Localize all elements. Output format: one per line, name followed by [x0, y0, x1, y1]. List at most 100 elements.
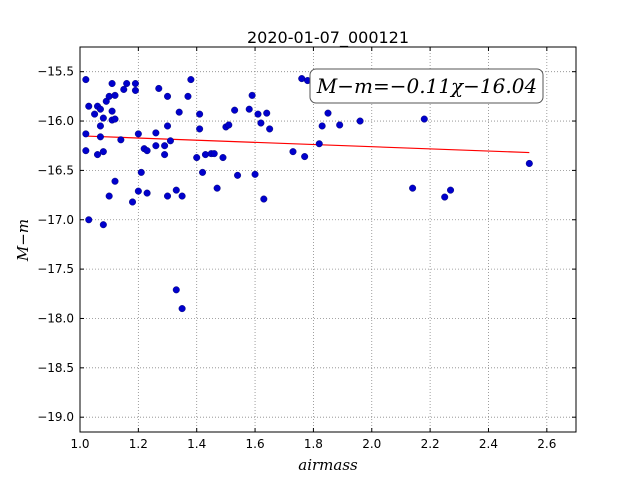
data-point [96, 105, 104, 113]
x-tick-labels: 1.0 1.2 1.4 1.6 1.8 2.0 2.2 2.4 2.6 [70, 437, 556, 451]
data-point [289, 148, 297, 156]
equation-box-frame [309, 68, 544, 104]
y-tick-label: −19.0 [37, 410, 74, 424]
data-point [234, 171, 242, 179]
data-point [82, 147, 90, 155]
data-point [85, 216, 93, 224]
y-tick-labels: −15.5 −16.0 −16.5 −17.0 −17.5 −18.0 −18.5 −19.0 [37, 65, 74, 425]
data-point [184, 92, 192, 100]
x-tick-label: 2.0 [362, 437, 381, 451]
data-point [96, 133, 104, 141]
data-point [219, 154, 227, 162]
data-point [172, 186, 180, 194]
x-tick-label: 2.4 [479, 437, 498, 451]
chart-title: 2020-01-07_000121 [247, 28, 409, 48]
y-tick-label: −16.5 [37, 163, 74, 177]
data-point [96, 122, 104, 130]
data-point [420, 115, 428, 123]
axis-ticks [79, 47, 576, 432]
data-point [155, 84, 163, 92]
data-point [525, 159, 533, 167]
data-points [82, 75, 533, 313]
data-point [82, 130, 90, 138]
data-point [254, 110, 262, 118]
data-point [131, 80, 139, 88]
fit-line [85, 135, 530, 154]
data-point [213, 184, 221, 192]
y-tick-label: −15.5 [37, 65, 74, 79]
data-point [196, 125, 204, 133]
x-tick-label: 2.2 [421, 437, 440, 451]
x-tick-label: 1.8 [304, 437, 323, 451]
x-tick-label: 1.0 [70, 437, 89, 451]
data-point [336, 121, 344, 129]
x-tick-label: 1.2 [129, 437, 148, 451]
data-point [245, 105, 253, 113]
data-point [152, 129, 160, 137]
data-point [409, 184, 417, 192]
data-point [120, 85, 128, 93]
fit-equation-box: M−m=−0.11χ−16.04 [309, 68, 544, 104]
data-point [131, 86, 139, 94]
data-point [111, 177, 119, 185]
data-point [231, 106, 239, 114]
data-point [298, 75, 306, 83]
data-point [199, 168, 207, 176]
x-tick-label: 1.4 [187, 437, 206, 451]
data-point [166, 137, 174, 145]
data-point [201, 151, 209, 159]
data-point [251, 170, 259, 178]
data-point [108, 107, 116, 115]
data-point [175, 108, 183, 116]
data-point [161, 151, 169, 159]
data-point [161, 142, 169, 150]
data-point [85, 102, 93, 110]
data-point [324, 109, 332, 117]
data-point [257, 119, 265, 127]
data-point [164, 122, 172, 130]
data-point [99, 148, 107, 156]
data-point [137, 168, 145, 176]
data-point [123, 80, 131, 88]
x-tick-label: 2.6 [537, 437, 556, 451]
data-point [108, 80, 116, 88]
data-point [82, 76, 90, 84]
data-point [318, 122, 326, 130]
data-point [178, 192, 186, 200]
data-point [99, 221, 107, 229]
data-point [315, 140, 323, 148]
fit-equation-text: M−m=−0.11χ−16.04 [316, 74, 537, 98]
data-point [356, 117, 364, 125]
data-point [301, 153, 309, 161]
y-axis-label: M−m [14, 219, 32, 262]
data-point [105, 92, 113, 100]
data-point [111, 91, 119, 99]
data-point [196, 110, 204, 118]
data-point [143, 147, 151, 155]
data-point [91, 110, 99, 118]
data-point [105, 192, 113, 200]
data-point [117, 136, 125, 144]
x-tick-label: 1.6 [246, 437, 265, 451]
data-point [263, 109, 271, 117]
data-point [178, 305, 186, 313]
x-axis-label: airmass [298, 456, 358, 474]
y-tick-label: −17.5 [37, 262, 74, 276]
data-point [172, 286, 180, 294]
data-point [193, 154, 201, 162]
y-tick-label: −16.0 [37, 114, 74, 128]
data-point [134, 130, 142, 138]
data-point [164, 92, 172, 100]
data-point [152, 142, 160, 150]
fit-line-group [85, 135, 530, 154]
data-point [260, 195, 268, 203]
data-point [441, 193, 449, 201]
data-point [143, 189, 151, 197]
data-point [111, 115, 119, 123]
y-tick-label: −18.0 [37, 311, 74, 325]
data-point [164, 192, 172, 200]
data-point [210, 150, 218, 158]
y-tick-label: −18.5 [37, 361, 74, 375]
data-point [266, 125, 274, 133]
